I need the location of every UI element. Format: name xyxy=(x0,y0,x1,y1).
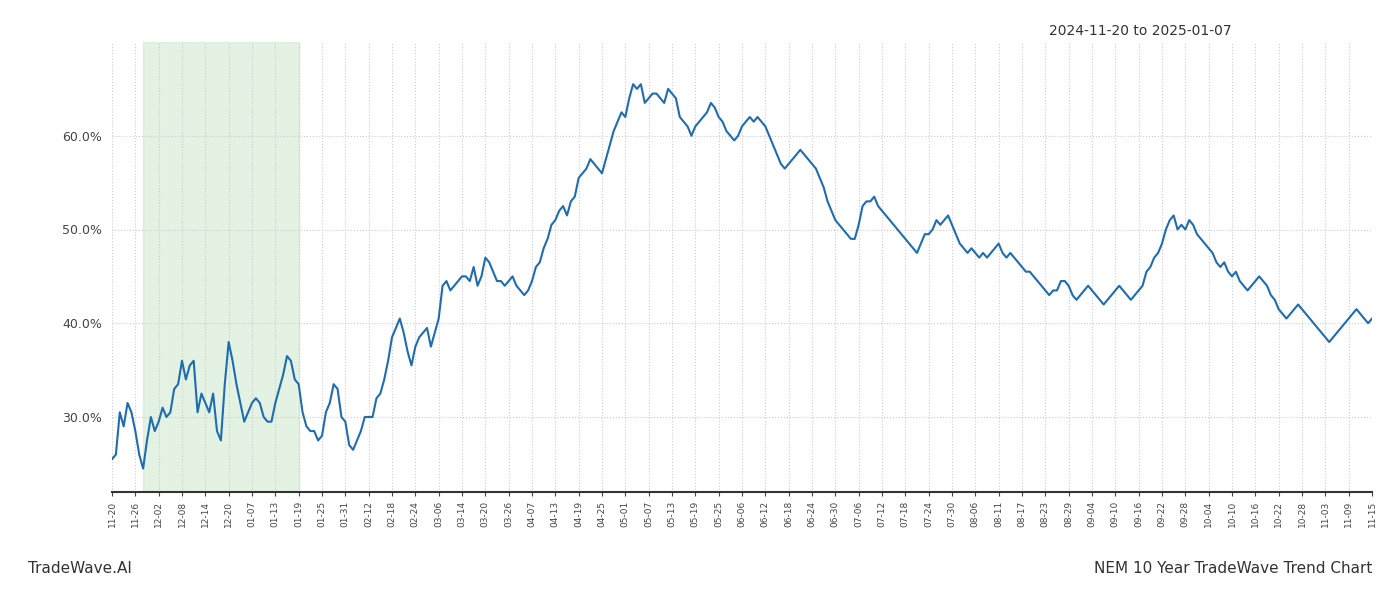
Bar xyxy=(143,42,298,492)
Text: 2024-11-20 to 2025-01-07: 2024-11-20 to 2025-01-07 xyxy=(1050,24,1232,38)
Text: NEM 10 Year TradeWave Trend Chart: NEM 10 Year TradeWave Trend Chart xyxy=(1093,561,1372,576)
Text: TradeWave.AI: TradeWave.AI xyxy=(28,561,132,576)
